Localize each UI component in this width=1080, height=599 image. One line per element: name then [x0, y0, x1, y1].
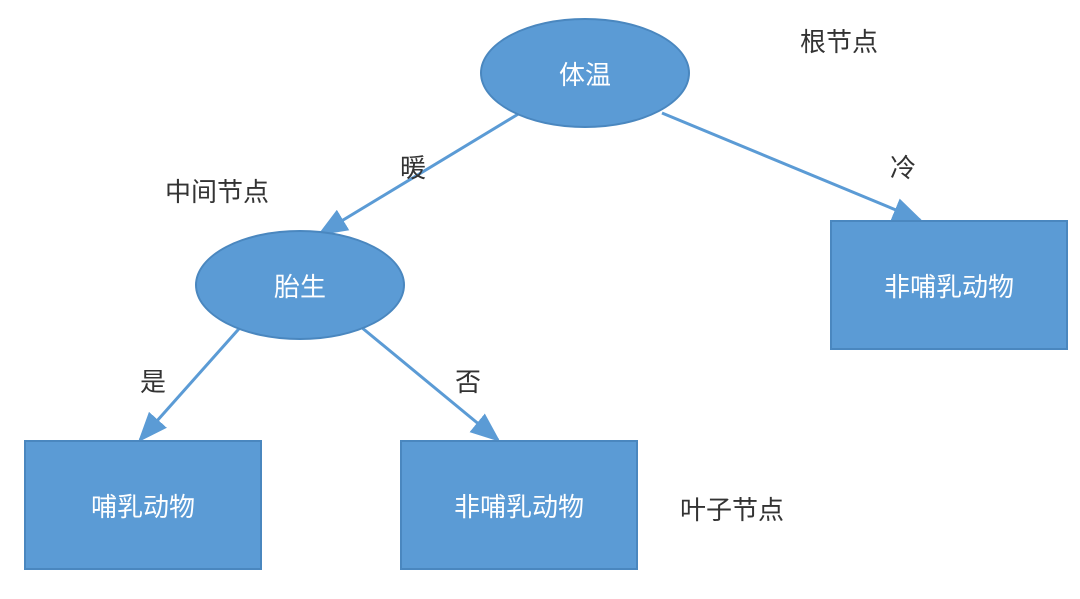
- annotation-internal: 中间节点: [165, 172, 269, 209]
- annotation-leaf: 叶子节点: [680, 490, 784, 527]
- leaf-node-nonmammal-2: 非哺乳动物: [830, 220, 1068, 350]
- annotation-text: 根节点: [800, 27, 878, 57]
- edge-label-text: 冷: [890, 153, 916, 183]
- internal-node: 胎生: [195, 230, 405, 340]
- decision-tree-diagram: 体温 胎生 哺乳动物 非哺乳动物 非哺乳动物 根节点 中间节点 叶子节点 暖 冷…: [0, 0, 1080, 599]
- annotation-text: 中间节点: [165, 177, 269, 207]
- root-node: 体温: [480, 18, 690, 128]
- leaf-node-label: 哺乳动物: [91, 487, 195, 524]
- leaf-node-mammal: 哺乳动物: [24, 440, 262, 570]
- edge-label-text: 是: [140, 367, 166, 397]
- edge-label-text: 暖: [400, 153, 426, 183]
- edge-label-warm: 暖: [400, 148, 426, 185]
- internal-node-label: 胎生: [274, 267, 326, 304]
- edge-label-yes: 是: [140, 362, 166, 399]
- annotation-text: 叶子节点: [680, 495, 784, 525]
- edge-label-cold: 冷: [890, 148, 916, 185]
- leaf-node-label: 非哺乳动物: [454, 487, 584, 524]
- leaf-node-label: 非哺乳动物: [884, 267, 1014, 304]
- leaf-node-nonmammal-1: 非哺乳动物: [400, 440, 638, 570]
- edge-label-no: 否: [455, 362, 481, 399]
- annotation-root: 根节点: [800, 22, 878, 59]
- edge-line: [662, 113, 920, 220]
- edge-label-text: 否: [455, 367, 481, 397]
- root-node-label: 体温: [559, 55, 611, 92]
